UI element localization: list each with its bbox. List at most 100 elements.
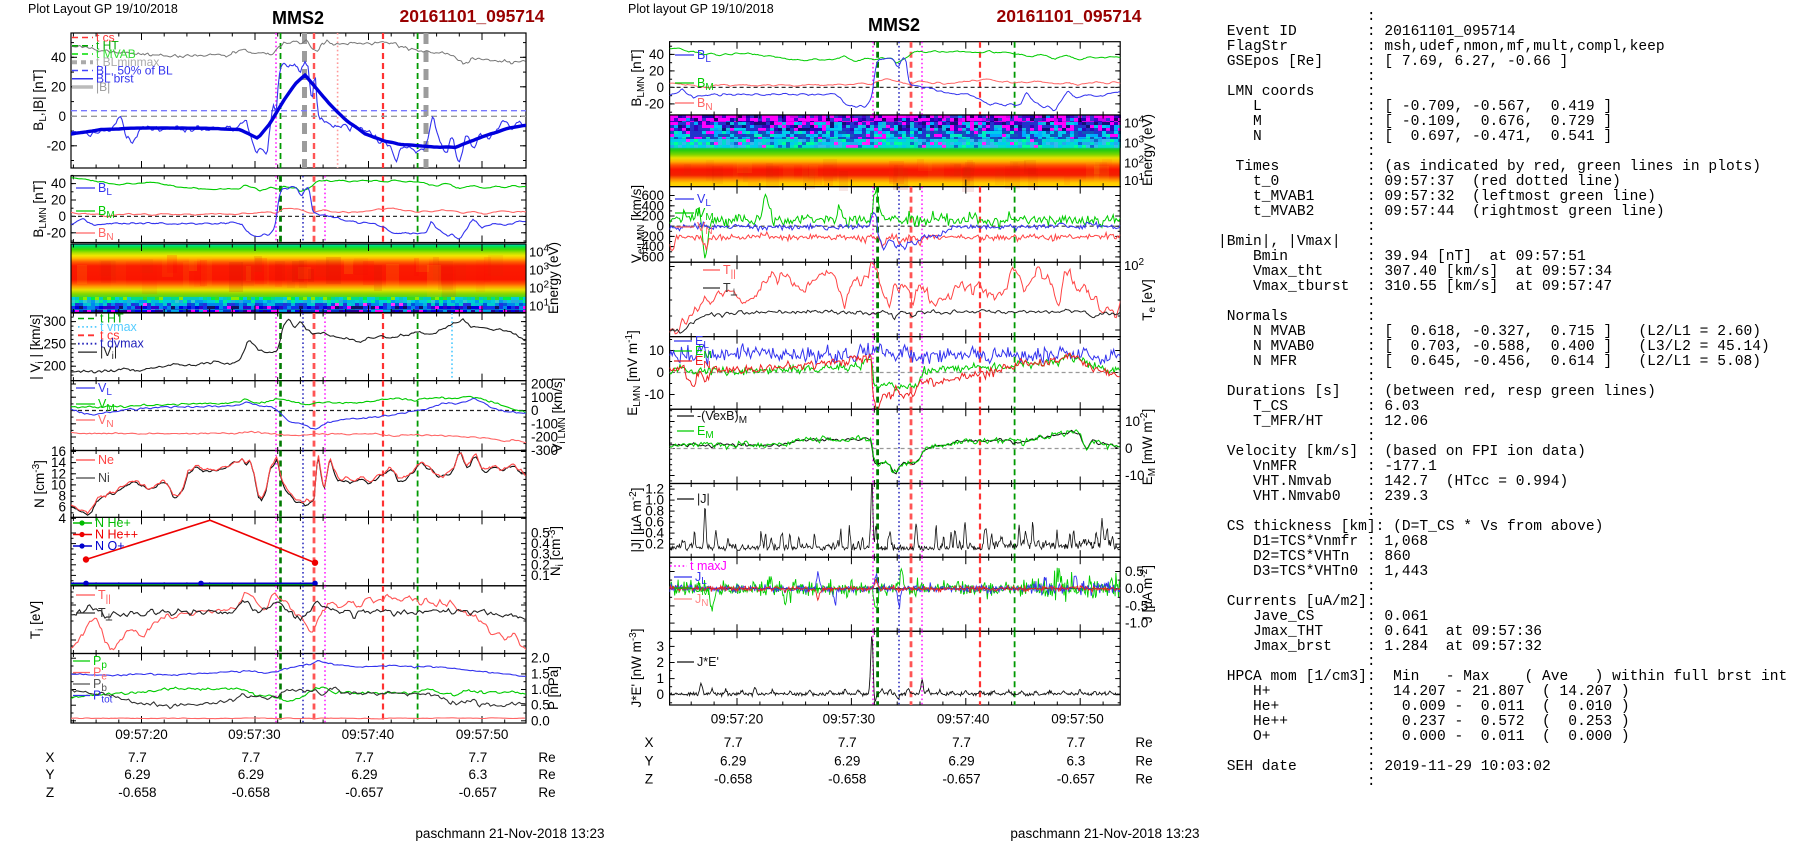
svg-text:-600: -600	[637, 249, 664, 264]
svg-text:6.3: 6.3	[469, 767, 488, 782]
svg-text:09:57:40: 09:57:40	[937, 712, 990, 727]
svg-text:-0.658: -0.658	[232, 785, 270, 800]
svg-text:20: 20	[51, 79, 66, 94]
svg-text:-0.657: -0.657	[345, 785, 383, 800]
svg-text:-0.658: -0.658	[714, 772, 752, 787]
svg-text:0.4: 0.4	[531, 536, 550, 551]
svg-text:1.0: 1.0	[531, 682, 550, 697]
svg-text:16: 16	[51, 444, 66, 459]
svg-text:N He++: N He++	[95, 528, 138, 542]
svg-text:BN: BN	[98, 226, 114, 243]
svg-text:09:57:50: 09:57:50	[456, 727, 509, 742]
svg-text:1.0: 1.0	[645, 493, 664, 508]
svg-text:09:57:20: 09:57:20	[711, 712, 764, 727]
svg-text:1.2: 1.2	[645, 482, 664, 497]
svg-text:Energy (eV): Energy (eV)	[1140, 114, 1155, 186]
svg-text:Plot Layout GP 19/10/2018: Plot Layout GP 19/10/2018	[28, 2, 178, 16]
svg-text:6: 6	[58, 500, 66, 515]
svg-text:Y: Y	[45, 767, 54, 782]
svg-text:20: 20	[649, 63, 664, 78]
svg-text:P [nPa]: P [nPa]	[546, 666, 561, 710]
svg-text:Re: Re	[1135, 753, 1152, 768]
svg-text:600: 600	[641, 188, 664, 203]
svg-text:6.29: 6.29	[720, 753, 746, 768]
svg-text:12: 12	[51, 466, 66, 481]
svg-text:09:57:50: 09:57:50	[1051, 712, 1104, 727]
svg-text:BN: BN	[697, 96, 713, 113]
svg-text:0.5: 0.5	[531, 698, 550, 713]
svg-text:6.29: 6.29	[351, 767, 377, 782]
svg-text:VN: VN	[98, 413, 114, 430]
svg-text:10: 10	[1125, 414, 1140, 429]
svg-text:0: 0	[656, 219, 664, 234]
svg-text:t MVAB: t MVAB	[96, 47, 136, 61]
svg-text:-10: -10	[1125, 468, 1145, 483]
svg-text:BLMN [nT]: BLMN [nT]	[629, 49, 647, 106]
svg-text:t HT: t HT	[100, 312, 124, 326]
svg-text:20: 20	[51, 193, 66, 208]
svg-text:J*E': J*E'	[697, 655, 719, 669]
svg-text:-1.0: -1.0	[1125, 616, 1148, 631]
svg-text:09:57:20: 09:57:20	[115, 727, 168, 742]
svg-text:7.7: 7.7	[1067, 735, 1086, 750]
svg-text:0: 0	[531, 403, 539, 418]
svg-text:BM: BM	[98, 204, 115, 221]
svg-text:VM: VM	[98, 397, 115, 414]
svg-text:EM: EM	[697, 424, 714, 441]
svg-text:paschmann 21-Nov-2018 13:23: paschmann 21-Nov-2018 13:23	[415, 826, 604, 841]
svg-text:-0.5: -0.5	[1125, 598, 1148, 613]
svg-text:40: 40	[51, 176, 66, 191]
svg-text:7.7: 7.7	[469, 750, 488, 765]
svg-text:6.29: 6.29	[948, 753, 974, 768]
svg-text:Z: Z	[46, 785, 54, 800]
svg-text:|Vi|: |Vi|	[100, 345, 117, 362]
svg-text:250: 250	[43, 336, 66, 351]
svg-text:t vmax: t vmax	[100, 320, 138, 334]
svg-text:Energy (eV): Energy (eV)	[546, 242, 561, 314]
svg-text:MMS2: MMS2	[272, 8, 324, 28]
svg-text:N He+: N He+	[95, 516, 131, 530]
svg-text:BL: BL	[697, 48, 711, 65]
svg-text:Plot layout GP 19/10/2018: Plot layout GP 19/10/2018	[628, 2, 774, 16]
svg-text:VL: VL	[98, 381, 112, 398]
svg-text:200: 200	[43, 359, 66, 374]
svg-text:300: 300	[43, 314, 66, 329]
svg-text:0.5: 0.5	[1125, 564, 1144, 579]
svg-text:0.0: 0.0	[1125, 581, 1144, 596]
svg-text:10: 10	[51, 477, 66, 492]
svg-text:Z: Z	[645, 772, 653, 787]
svg-text:T||: T||	[723, 263, 736, 280]
svg-text:paschmann 21-Nov-2018 13:23: paschmann 21-Nov-2018 13:23	[1010, 826, 1199, 841]
svg-text:-0.657: -0.657	[459, 785, 497, 800]
svg-text:10: 10	[649, 343, 664, 358]
svg-text:BM: BM	[697, 76, 714, 93]
svg-text:4: 4	[58, 511, 66, 526]
svg-text:0.5: 0.5	[531, 526, 550, 541]
svg-text:-20: -20	[46, 138, 66, 153]
svg-text:0.0: 0.0	[531, 713, 550, 728]
svg-text:6.29: 6.29	[238, 767, 264, 782]
svg-text:Ni [cm-3]: Ni [cm-3]	[547, 526, 566, 576]
svg-text:09:57:30: 09:57:30	[228, 727, 281, 742]
svg-text:-0.657: -0.657	[1057, 772, 1095, 787]
svg-text:8: 8	[58, 489, 66, 504]
svg-text:40: 40	[51, 50, 66, 65]
svg-text:t HT: t HT	[96, 39, 119, 53]
svg-text:0.2: 0.2	[531, 557, 550, 572]
svg-text:6.29: 6.29	[834, 753, 860, 768]
svg-text:Re: Re	[1135, 772, 1152, 787]
svg-text:1.5: 1.5	[531, 666, 550, 681]
svg-text:-0.658: -0.658	[118, 785, 156, 800]
svg-text:|B|: |B|	[96, 80, 110, 94]
svg-text:-0.658: -0.658	[828, 772, 866, 787]
svg-text:N O+: N O+	[95, 539, 125, 553]
svg-text:J [µA m-2]: J [µA m-2]	[1139, 565, 1155, 623]
svg-text:20161101_095714: 20161101_095714	[399, 6, 544, 26]
svg-text:0: 0	[656, 365, 664, 380]
svg-text:BLMN [nT]: BLMN [nT]	[31, 180, 49, 237]
svg-text:-300: -300	[531, 443, 558, 458]
svg-text:BL,|B| [nT]: BL,|B| [nT]	[31, 69, 49, 130]
svg-text:0: 0	[656, 80, 664, 95]
svg-text:20161101_095714: 20161101_095714	[996, 6, 1141, 26]
svg-text:T||: T||	[98, 588, 111, 605]
